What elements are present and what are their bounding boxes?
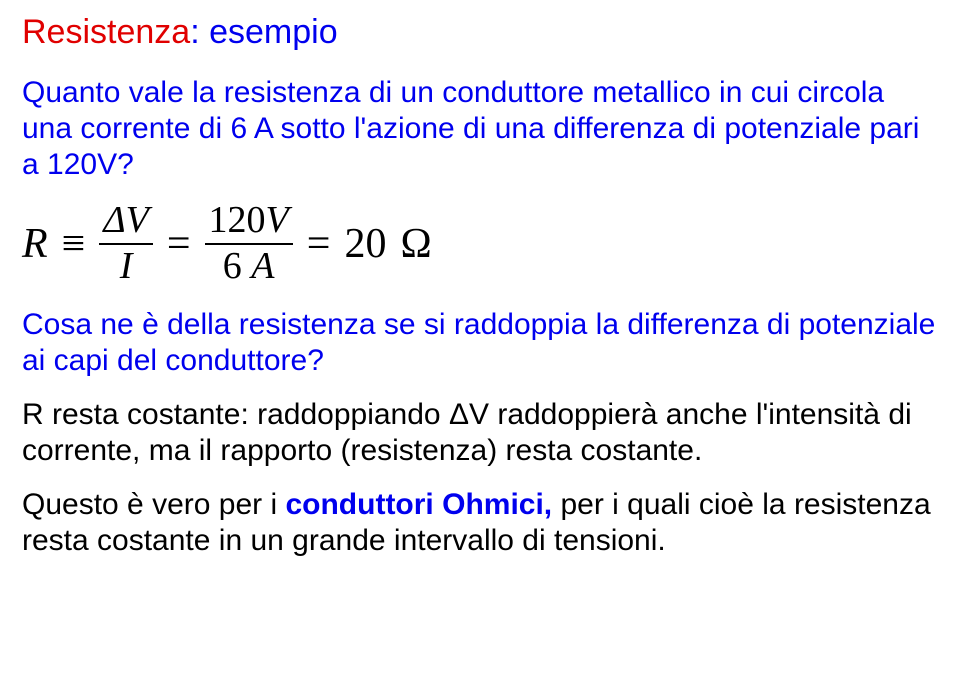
formula-eq1: =: [167, 220, 191, 268]
p4-part-a: Questo è vero per i: [22, 488, 285, 521]
den-6: 6: [223, 245, 242, 287]
num-120: 120: [209, 199, 266, 241]
formula-I: I: [120, 245, 133, 287]
question-1: Quanto vale la resistenza di un condutto…: [22, 75, 937, 183]
result-20: 20: [344, 220, 386, 268]
p4-ohmic-conductors: conduttori Ohmici,: [285, 488, 552, 521]
unit-A: A: [251, 245, 274, 287]
fraction-120v-over-6a: 120V 6 A: [205, 201, 293, 287]
title-colon: :: [190, 13, 209, 51]
formula-deltaV: ΔV: [103, 199, 149, 241]
answer-line-1: R resta costante: raddoppiando ΔV raddop…: [22, 397, 937, 469]
slide-page: Resistenza: esempio Quanto vale la resis…: [0, 0, 959, 595]
question-2: Cosa ne è della resistenza se si raddopp…: [22, 307, 937, 379]
unit-V: V: [266, 199, 289, 241]
formula-eq2: =: [307, 220, 331, 268]
unit-ohm: Ω: [400, 220, 431, 268]
fraction-dv-over-i: ΔV I: [99, 201, 153, 287]
formula-R: R: [22, 220, 48, 268]
title-word-resistenza: Resistenza: [22, 13, 190, 51]
answer-line-2: Questo è vero per i conduttori Ohmici, p…: [22, 487, 937, 559]
formula-equiv: ≡: [62, 220, 86, 268]
slide-title: Resistenza: esempio: [22, 12, 937, 53]
title-word-esempio: esempio: [209, 13, 338, 51]
formula: R ≡ ΔV I = 120V 6 A = 20 Ω: [22, 201, 937, 287]
